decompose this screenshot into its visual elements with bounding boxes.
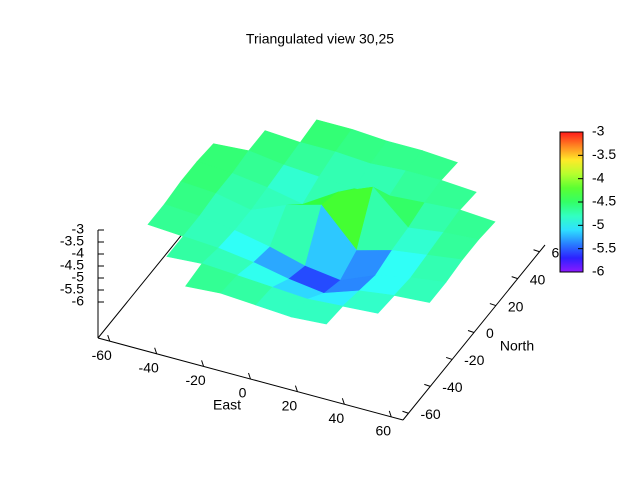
y-tick — [489, 303, 497, 307]
x-tick-label: 20 — [282, 397, 298, 413]
z-tick-label: -4 — [72, 245, 85, 261]
z-tick-label: -6 — [72, 293, 85, 309]
z-tick-label: -4.5 — [60, 257, 84, 273]
x-tick — [294, 385, 298, 392]
surface-patch — [290, 298, 344, 325]
y-tick-label: 20 — [508, 298, 524, 314]
x-tick — [341, 398, 345, 405]
y-tick-label: 40 — [530, 271, 546, 287]
y-tick — [467, 330, 475, 333]
z-tick-label: -3 — [72, 221, 85, 237]
x-tick — [154, 347, 158, 354]
y-tick-label: -20 — [464, 352, 484, 368]
x-tick — [388, 410, 392, 418]
x-tick — [248, 372, 251, 380]
y-tick-label: -60 — [420, 406, 440, 422]
colorbar-tick-label: -5 — [592, 216, 605, 232]
x-tick-label: 40 — [329, 410, 345, 426]
y-tick — [402, 410, 409, 414]
colorbar-tick-label: -6 — [592, 263, 605, 279]
colorbar-tick-label: -4.5 — [592, 193, 616, 209]
colorbar-tick-label: -5.5 — [592, 239, 616, 255]
x-tick-label: 60 — [375, 423, 391, 439]
colorbar-tick-label: -3.5 — [592, 146, 616, 162]
z-tick-label: -3.5 — [60, 233, 84, 249]
x-tick-label: -20 — [185, 372, 205, 388]
x-tick-label: -60 — [92, 347, 112, 363]
colorbar-tick-label: -4 — [592, 169, 605, 185]
x-tick — [201, 360, 205, 367]
chart-title: Triangulated view 30,25 — [246, 31, 394, 47]
y-tick-label: -40 — [442, 379, 462, 395]
y-axis-label: North — [500, 338, 534, 354]
x-axis-label: East — [213, 397, 241, 413]
colorbar-tick-label: -3 — [592, 123, 605, 139]
surface-patch — [342, 290, 395, 314]
x-tick — [107, 334, 111, 342]
x-tick-label: 0 — [239, 385, 247, 401]
y-tick — [533, 249, 540, 253]
y-tick — [424, 383, 431, 387]
y-tick-label: 0 — [486, 325, 494, 341]
z-tick-label: -5 — [72, 269, 85, 285]
surface-patch — [393, 277, 447, 303]
y-tick — [445, 356, 453, 360]
z-tick-label: -5.5 — [60, 281, 84, 297]
x-tick-label: -40 — [139, 359, 159, 375]
y-tick — [511, 276, 518, 280]
